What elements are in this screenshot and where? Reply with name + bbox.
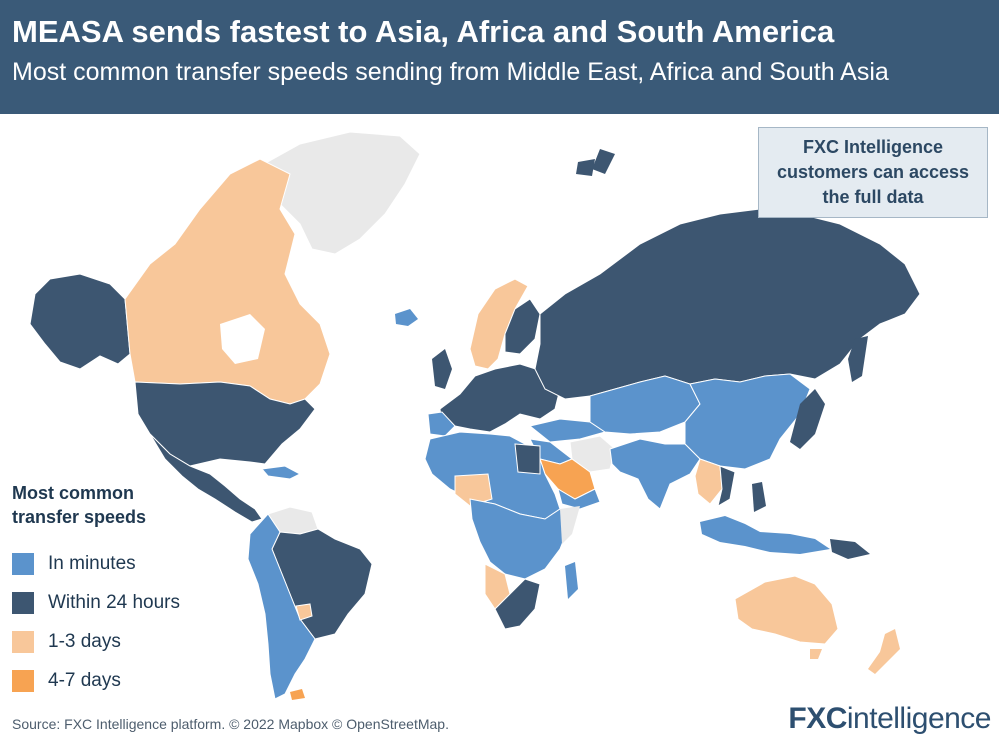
world-map-svg bbox=[29, 131, 921, 700]
legend-title: Most common transfer speeds bbox=[12, 483, 147, 527]
region-india bbox=[609, 438, 701, 510]
legend-swatch-minutes bbox=[12, 552, 34, 575]
region-indochina-east bbox=[717, 465, 736, 508]
legend-items: In minutes Within 24 hours 1-3 days 4-7 … bbox=[12, 544, 232, 700]
legend-item-within-24-hours: Within 24 hours bbox=[12, 583, 232, 622]
logo-intel: intelligence bbox=[846, 702, 992, 735]
region-hudson-bay bbox=[220, 314, 265, 364]
region-finland bbox=[504, 298, 541, 355]
region-tasmania bbox=[810, 649, 822, 659]
legend: Most common transfer speeds In minutes W… bbox=[12, 481, 232, 700]
region-iberia bbox=[427, 411, 456, 437]
region-yemen bbox=[557, 487, 601, 510]
legend-item-4-7-days: 4-7 days bbox=[12, 661, 232, 700]
legend-label-minutes: In minutes bbox=[48, 552, 136, 574]
legend-swatch-within-24-hours bbox=[12, 591, 34, 614]
region-new-zealand bbox=[868, 629, 900, 674]
region-iceland bbox=[395, 309, 418, 326]
region-egypt bbox=[514, 443, 541, 475]
region-uruguay bbox=[295, 603, 313, 621]
region-japan bbox=[790, 389, 825, 449]
region-australia bbox=[734, 575, 839, 645]
region-indochina bbox=[694, 458, 723, 505]
legend-label-within-24-hours: Within 24 hours bbox=[48, 591, 181, 613]
region-uk bbox=[432, 349, 452, 389]
region-central-africa bbox=[469, 498, 571, 580]
region-papua bbox=[830, 539, 870, 559]
fxc-intelligence-logo: FXCintelligence bbox=[788, 702, 991, 736]
page-title: MEASA sends fastest to Asia, Africa and … bbox=[12, 14, 835, 49]
region-china bbox=[684, 373, 811, 470]
legend-item-minutes: In minutes bbox=[12, 544, 232, 583]
region-indonesia bbox=[700, 516, 830, 554]
legend-label-4-7-days: 4-7 days bbox=[48, 669, 121, 691]
region-falklands bbox=[290, 689, 305, 700]
region-south-america-west bbox=[247, 513, 316, 700]
source-note: Source: FXC Intelligence platform. © 202… bbox=[12, 716, 449, 732]
data-access-callout-text: FXC Intelligence customers can access th… bbox=[776, 137, 970, 207]
region-somalia bbox=[560, 506, 580, 544]
page-subtitle: Most common transfer speeds sending from… bbox=[12, 58, 889, 86]
region-europe bbox=[439, 363, 561, 433]
region-novaya-zemlya bbox=[592, 149, 615, 174]
region-south-africa bbox=[494, 578, 541, 630]
region-kamchatka bbox=[848, 336, 868, 382]
region-svalbard bbox=[576, 159, 595, 176]
region-caribbean bbox=[261, 465, 302, 480]
data-access-callout: FXC Intelligence customers can access th… bbox=[758, 127, 988, 218]
legend-swatch-1-3-days bbox=[12, 630, 34, 653]
header: MEASA sends fastest to Asia, Africa and … bbox=[0, 0, 999, 114]
region-madagascar bbox=[565, 562, 578, 599]
legend-swatch-4-7-days bbox=[12, 669, 34, 692]
region-alaska bbox=[29, 273, 131, 370]
legend-label-1-3-days: 1-3 days bbox=[48, 630, 121, 652]
region-philippines bbox=[752, 482, 766, 512]
region-greenland bbox=[254, 131, 421, 255]
legend-item-1-3-days: 1-3 days bbox=[12, 622, 232, 661]
logo-fx: FXC bbox=[788, 702, 847, 735]
region-mexico bbox=[149, 433, 263, 523]
